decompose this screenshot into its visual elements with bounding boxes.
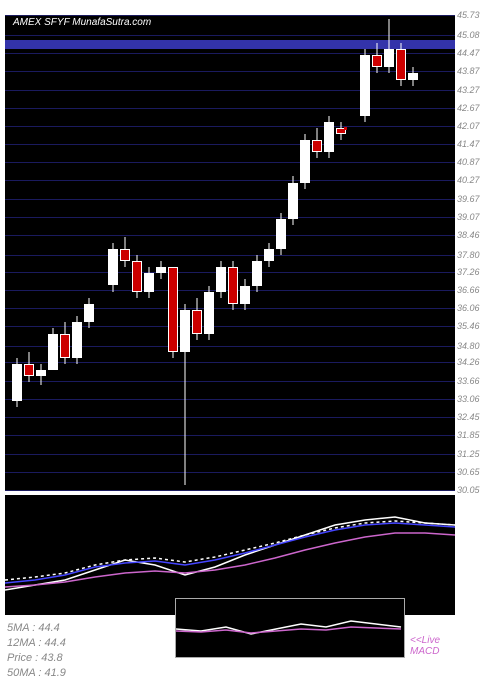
candle (408, 67, 418, 85)
candle (84, 298, 94, 328)
y-tick-label: 42.67 (457, 103, 480, 113)
candle (12, 358, 22, 406)
y-tick-label: 36.66 (457, 285, 480, 295)
y-tick-label: 34.26 (457, 357, 480, 367)
y-tick-label: 35.46 (457, 321, 480, 331)
y-tick-label: 31.25 (457, 449, 480, 459)
y-tick-label: 33.06 (457, 394, 480, 404)
y-tick-label: 33.66 (457, 376, 480, 386)
candle (396, 43, 406, 85)
candle (276, 213, 286, 255)
y-tick-label: 36.06 (457, 303, 480, 313)
chart-title: AMEX SFYF MunafaSutra.com (13, 17, 151, 28)
candle (324, 116, 334, 158)
candle (144, 267, 154, 297)
y-tick-label: 37.26 (457, 267, 480, 277)
chart-container: AMEX SFYF MunafaSutra.com 45.73 45.08 44.4… (0, 0, 500, 700)
y-tick-label: 30.05 (457, 485, 480, 495)
y-tick-label: 45.73 (457, 10, 480, 20)
candle (60, 322, 70, 364)
candle (156, 261, 166, 279)
indicator-sub-chart[interactable] (5, 495, 455, 615)
marker-dot (344, 127, 347, 130)
y-axis-labels: 45.7345.0844.4743.8743.2742.6742.0741.47… (457, 15, 497, 490)
candle (216, 261, 226, 297)
candle (24, 352, 34, 382)
y-tick-label: 30.65 (457, 467, 480, 477)
y-tick-label: 37.80 (457, 250, 480, 260)
y-tick-label: 34.80 (457, 341, 480, 351)
stats-area: 5MA : 44.4 12MA : 44.4 Price : 43.8 50MA… (5, 620, 495, 695)
indicator-line-line3 (5, 521, 455, 580)
candle (360, 49, 370, 122)
y-tick-label: 40.27 (457, 175, 480, 185)
y-tick-label: 39.67 (457, 194, 480, 204)
candle (288, 176, 298, 224)
candle (132, 255, 142, 297)
candle (72, 316, 82, 364)
stat-5ma: 5MA : 44.4 (7, 622, 60, 634)
candle (168, 267, 178, 358)
candle (36, 364, 46, 385)
candle (228, 261, 238, 309)
stat-price: Price : 43.8 (7, 652, 63, 664)
candle (48, 328, 58, 370)
candle (108, 243, 118, 291)
candle (180, 304, 190, 486)
y-tick-label: 45.08 (457, 30, 480, 40)
candle (204, 286, 214, 341)
y-tick-label: 31.85 (457, 430, 480, 440)
candle (252, 255, 262, 291)
main-candlestick-chart[interactable]: AMEX SFYF MunafaSutra.com (5, 15, 455, 490)
candle (192, 298, 202, 340)
y-tick-label: 44.47 (457, 48, 480, 58)
y-tick-label: 42.07 (457, 121, 480, 131)
candle (336, 122, 346, 140)
y-tick-label: 40.87 (457, 157, 480, 167)
macd-label: <<Live MACD (410, 635, 440, 657)
candle (264, 243, 274, 267)
chart-plot-area (5, 15, 455, 490)
y-tick-label: 32.45 (457, 412, 480, 422)
y-tick-label: 43.27 (457, 85, 480, 95)
stat-12ma: 12MA : 44.4 (7, 637, 66, 649)
indicator-svg (5, 495, 455, 615)
candle (384, 19, 394, 74)
candle (240, 279, 250, 309)
candle (372, 43, 382, 73)
y-tick-label: 43.87 (457, 66, 480, 76)
indicator-line-line4 (5, 533, 455, 587)
y-tick-label: 39.07 (457, 212, 480, 222)
y-tick-label: 38.46 (457, 230, 480, 240)
y-tick-label: 41.47 (457, 139, 480, 149)
stat-50ma: 50MA : 41.9 (7, 667, 66, 679)
candle (312, 128, 322, 158)
candle (300, 134, 310, 189)
candle (120, 237, 130, 267)
